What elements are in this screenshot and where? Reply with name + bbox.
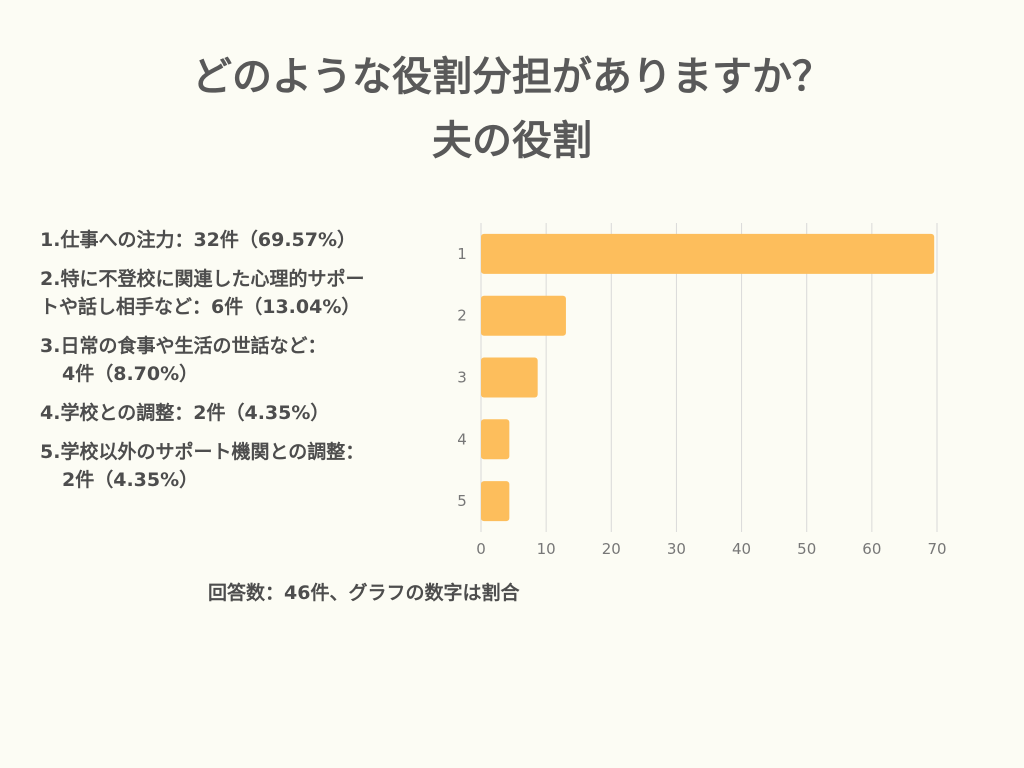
y-tick-label: 3 [457,369,467,387]
bar [481,357,538,398]
legend-text: 2.特に不登校に関連した心理的サポー [40,268,365,290]
chart-title: どのような役割分担がありますか？ [192,54,832,100]
x-tick-label: 50 [797,540,816,558]
legend-text: 4件（8.70%） [62,363,199,385]
x-tick-label: 10 [537,540,556,558]
category-legend: 1.仕事への注力：32件（69.57%） 2.特に不登校に関連した心理的サポー … [40,226,450,505]
x-tick-label: 70 [927,540,946,558]
bar [481,295,566,336]
x-tick-label: 30 [667,540,686,558]
chart-subtitle: 夫の役割 [432,118,592,164]
legend-item-4: 4.学校との調整：2件（4.35%） [40,399,450,427]
y-tick-label: 4 [457,430,467,448]
x-tick-label: 20 [602,540,621,558]
legend-item-3: 3.日常の食事や生活の世話など： 4件（8.70%） [40,332,450,388]
legend-text: 4.学校との調整：2件（4.35%） [40,402,330,424]
y-tick-label: 1 [457,245,467,263]
x-tick-label: 60 [862,540,881,558]
legend-item-5: 5.学校以外のサポート機関との調整： 2件（4.35%） [40,438,450,494]
legend-text: 3.日常の食事や生活の世話など： [40,335,327,357]
bar [481,419,510,460]
footnote: 回答数：46件、グラフの数字は割合 [208,582,520,604]
legend-text: 2件（4.35%） [62,469,199,491]
bar [481,481,510,522]
bar [481,233,935,274]
legend-text: トや話し相手など：6件（13.04%） [40,296,361,318]
legend-item-1: 1.仕事への注力：32件（69.57%） [40,226,450,254]
legend-text: 1.仕事への注力：32件（69.57%） [40,229,357,251]
y-tick-label: 5 [457,492,467,510]
legend-text: 5.学校以外のサポート機関との調整： [40,441,365,463]
x-tick-label: 40 [732,540,751,558]
y-tick-label: 2 [457,307,467,325]
legend-item-2: 2.特に不登校に関連した心理的サポー トや話し相手など：6件（13.04%） [40,265,450,321]
x-tick-label: 0 [476,540,486,558]
